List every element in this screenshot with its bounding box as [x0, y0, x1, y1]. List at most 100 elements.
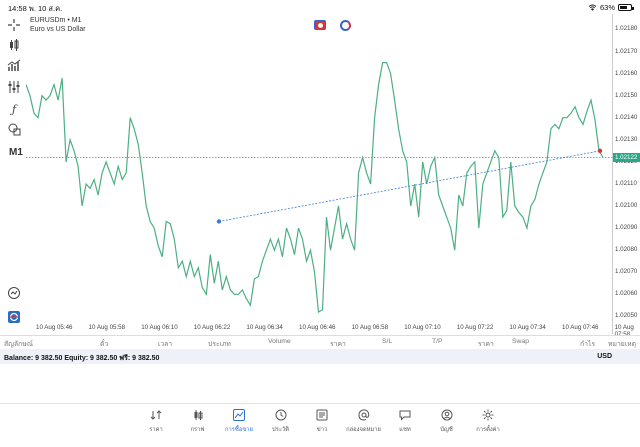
settings-gear-icon — [482, 409, 494, 421]
nav-item-3[interactable]: ประวัติ — [261, 409, 301, 434]
account-icon — [441, 409, 452, 421]
time-axis: 10 Aug 05:46 10 Aug 05:58 10 Aug 06:10 10 A… — [26, 323, 640, 338]
trendline-end-point[interactable] — [597, 148, 603, 154]
timeframe-selector[interactable]: M1 — [9, 147, 23, 158]
time-tick-label: 10 Aug 07:34 — [509, 324, 546, 331]
shapes-icon[interactable] — [6, 122, 22, 138]
status-right: 63% — [588, 3, 634, 12]
trade-chart-icon — [233, 409, 245, 421]
trade-column-header[interactable]: เวลา — [158, 341, 173, 348]
status-time: 14:58 — [8, 4, 27, 13]
indicators-icon[interactable] — [6, 59, 22, 75]
nav-item-label: กราฟ — [190, 427, 205, 433]
trade-column-header[interactable]: S/L — [382, 338, 393, 345]
candlestick-icon — [194, 410, 202, 420]
trade-column-header[interactable]: หมายเหตุ — [608, 341, 636, 348]
price-chart[interactable] — [26, 14, 613, 323]
news-icon — [316, 409, 328, 421]
current-price-badge: 1.02122 — [613, 152, 640, 162]
time-tick-label: 10 Aug 06:46 — [299, 324, 336, 331]
price-line-series — [26, 61, 604, 313]
left-toolbar: ƒ M1 — [0, 14, 26, 334]
trade-column-header[interactable]: Volume — [268, 338, 291, 345]
settings-sliders-icon[interactable] — [6, 80, 22, 96]
price-tick-label: 1.02070 — [615, 268, 638, 276]
price-tick-label: 1.02140 — [615, 113, 638, 121]
trade-column-header[interactable]: ประเภท — [208, 341, 231, 348]
time-tick-label: 10 Aug 06:34 — [246, 324, 283, 331]
trade-column-header[interactable]: Swap — [512, 338, 530, 345]
price-tick-label: 1.02110 — [615, 179, 637, 187]
price-tick-label: 1.02170 — [615, 47, 638, 55]
time-tick-label: 10 Aug 07:46 — [562, 324, 599, 331]
nav-item-7[interactable]: บัญชี — [427, 409, 467, 434]
nav-item-label: กล่องจดหมาย — [346, 427, 381, 433]
nav-item-label: การตั้งค่า — [476, 427, 500, 433]
nav-item-label: บัญชี — [440, 427, 453, 433]
chart-area[interactable]: EURUSDm • M1 Euro vs US Dollar — [26, 14, 613, 334]
price-tick-label: 1.02050 — [615, 312, 638, 320]
price-tick-label: 1.02080 — [615, 246, 638, 254]
price-axis: 1.02180 1.02170 1.02160 1.02150 1.02140 1.021… — [613, 14, 640, 334]
time-tick-label: 10 Aug 06:10 — [141, 324, 178, 331]
price-tick-label: 1.02130 — [615, 135, 638, 143]
symbol-name: EURUSDm • M1 — [30, 17, 82, 24]
chart-center-icons — [314, 20, 351, 31]
trade-table-header: สัญลักษณ์ ตั๋ว เวลา ประเภท Volume ราคา S/L T/P ร… — [0, 335, 640, 348]
status-bar: 14:58 พ. 10 ส.ค. 63% — [0, 0, 640, 14]
time-tick-label: 10 Aug 07:22 — [456, 324, 494, 331]
account-currency: USD — [597, 353, 612, 360]
nav-item-0[interactable]: ราคา — [136, 409, 176, 434]
wifi-icon — [588, 4, 597, 11]
nav-item-4[interactable]: ข่าว — [302, 409, 342, 434]
status-time-date: 14:58 พ. 10 ส.ค. — [8, 3, 62, 15]
price-tick-label: 1.02090 — [615, 224, 638, 232]
nav-item-1[interactable]: กราฟ — [178, 409, 218, 434]
broker-logo-icon[interactable] — [6, 310, 22, 326]
trade-column-header[interactable]: กำไร — [580, 341, 596, 348]
trade-column-header[interactable]: ราคา — [478, 341, 494, 348]
candlestick-type-icon[interactable] — [6, 38, 22, 54]
chat-icon — [399, 410, 411, 421]
status-date: พ. 10 ส.ค. — [28, 4, 63, 13]
trendline[interactable] — [218, 150, 601, 222]
loading-ring-icon[interactable] — [340, 20, 351, 31]
function-icon[interactable]: ƒ — [11, 103, 17, 116]
price-tick-label: 1.02060 — [615, 290, 638, 298]
battery-icon — [618, 4, 634, 11]
nav-item-label: ข่าว — [316, 427, 328, 433]
balance-bar: Balance: 9 382.50 Equity: 9 382.50 ฟรี: … — [0, 349, 640, 364]
time-tick-label: 10 Aug 06:58 — [351, 324, 389, 331]
trade-column-header[interactable]: T/P — [432, 338, 443, 345]
nav-item-label: ราคา — [149, 427, 163, 433]
time-tick-label: 10 Aug 05:58 — [88, 324, 126, 331]
history-clock-icon — [275, 409, 286, 421]
nav-item-5[interactable]: กล่องจดหมาย — [344, 409, 384, 434]
trendline-start-point[interactable] — [216, 219, 222, 224]
nav-item-label: การซื้อขาย — [225, 427, 253, 433]
price-tick-label: 1.02180 — [615, 25, 638, 33]
time-tick-label: 10 Aug 06:22 — [193, 324, 231, 331]
symbol-info: EURUSDm • M1 Euro vs US Dollar — [30, 16, 86, 34]
price-tick-label: 1.02160 — [615, 69, 638, 77]
nav-item-2[interactable]: การซื้อขาย — [219, 409, 259, 434]
trade-column-header[interactable]: ตั๋ว — [100, 341, 109, 348]
at-mail-icon — [357, 409, 369, 421]
zoom-clock-icon[interactable] — [6, 286, 22, 302]
trade-column-header[interactable]: สัญลักษณ์ — [4, 341, 34, 348]
time-tick-label: 10 Aug 07:58 — [614, 324, 634, 338]
one-click-trading-icon[interactable] — [314, 20, 326, 30]
trade-column-header[interactable]: ราคา — [330, 341, 346, 348]
time-tick-label: 10 Aug 05:46 — [36, 324, 73, 331]
nav-item-label: แชท — [399, 427, 411, 433]
price-tick-label: 1.02150 — [615, 91, 638, 99]
balance-summary: Balance: 9 382.50 Equity: 9 382.50 ฟรี: … — [4, 355, 160, 362]
symbol-description: Euro vs US Dollar — [30, 26, 86, 33]
swap-arrows-icon — [150, 410, 162, 420]
nav-item-6[interactable]: แชท — [385, 409, 425, 434]
nav-item-label: ประวัติ — [272, 427, 289, 433]
time-tick-label: 10 Aug 07:10 — [404, 324, 441, 331]
bottom-navigation: ราคา กราฟ การซื้อขาย ประวัติ ข่าว กล่องจดหมาย… — [0, 403, 640, 447]
crosshair-icon[interactable] — [6, 18, 22, 34]
nav-item-8[interactable]: การตั้งค่า — [468, 409, 508, 434]
